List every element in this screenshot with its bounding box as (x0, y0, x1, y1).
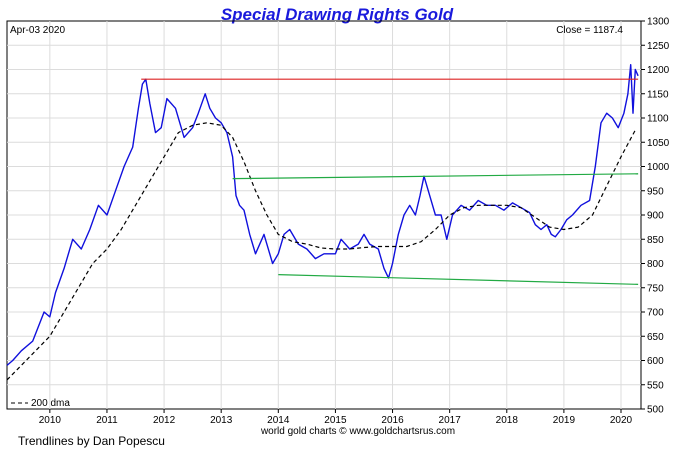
x-tick-label: 2016 (381, 415, 404, 426)
y-tick-label: 1100 (647, 114, 669, 125)
y-tick-label: 850 (647, 235, 664, 246)
y-tick-label: 600 (647, 356, 664, 367)
x-tick-label: 2020 (610, 415, 633, 426)
close-label: Close = 1187.4 (556, 25, 623, 36)
y-tick-label: 1200 (647, 65, 670, 76)
y-axis: 500 550 600 650 700 750 800 850 900 950 1000 1050 11… (641, 17, 670, 416)
x-tick-label: 2018 (496, 415, 519, 426)
x-tick-label: 2013 (210, 415, 233, 426)
x-tick-label: 2012 (153, 415, 176, 426)
y-tick-label: 500 (647, 405, 664, 416)
y-tick-label: 550 (647, 380, 664, 391)
x-tick-label: 2011 (96, 415, 118, 426)
y-tick-label: 1000 (647, 162, 670, 173)
x-tick-label: 2010 (39, 415, 62, 426)
credit-text: Trendlines by Dan Popescu (18, 434, 165, 448)
x-axis: 2010 2011 2012 2013 2014 2015 2016 2017 2018 2019… (39, 409, 633, 426)
series-layer (6, 63, 639, 381)
trendline-channel-2 (278, 274, 639, 285)
x-tick-label: 2015 (324, 415, 347, 426)
y-tick-label: 750 (647, 283, 664, 294)
y-tick-label: 1250 (647, 41, 670, 52)
source-label: world gold charts © www.goldchartsrus.co… (260, 426, 455, 437)
price-line (6, 63, 639, 366)
y-tick-label: 700 (647, 308, 664, 319)
y-tick-label: 800 (647, 259, 664, 270)
chart-title: Special Drawing Rights Gold (221, 5, 454, 24)
legend-dma-label: 200 dma (31, 398, 70, 409)
x-tick-label: 2019 (553, 415, 576, 426)
y-tick-label: 650 (647, 332, 664, 343)
x-tick-label: 2017 (439, 415, 462, 426)
y-tick-label: 1300 (647, 17, 670, 28)
y-tick-label: 900 (647, 211, 664, 222)
x-tick-label: 2014 (267, 415, 290, 426)
dma-200-line (6, 122, 636, 381)
y-tick-label: 1150 (647, 89, 669, 100)
y-tick-label: 950 (647, 186, 664, 197)
grid (7, 21, 641, 409)
trendline-channel-1 (232, 173, 639, 180)
trendlines-layer (141, 78, 639, 285)
date-label: Apr-03 2020 (10, 25, 65, 36)
y-tick-label: 1050 (647, 138, 670, 149)
